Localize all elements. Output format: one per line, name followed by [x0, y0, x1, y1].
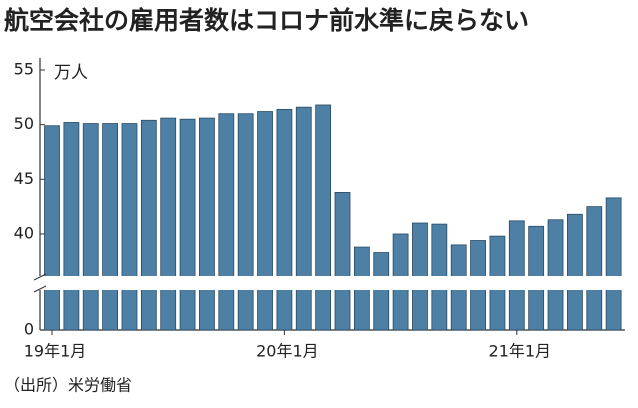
bar: [257, 111, 273, 331]
axis-break-gap: [30, 276, 627, 290]
bar: [179, 118, 196, 331]
y-tick-label: 45: [14, 169, 34, 188]
y-tick-label: 50: [14, 114, 34, 133]
bar: [82, 123, 99, 331]
bar: [237, 113, 254, 331]
bar: [605, 197, 622, 331]
x-tick-label: 21年1月: [489, 342, 552, 361]
source: （出所）米労働省: [4, 376, 132, 395]
bar: [567, 213, 583, 331]
bar: [295, 106, 312, 331]
chart-title: 航空会社の雇用者数はコロナ前水準に戻らない: [4, 6, 529, 35]
x-tick-label: 19年1月: [24, 342, 87, 361]
bar: [586, 206, 603, 331]
bar: [44, 125, 60, 331]
bar: [102, 123, 118, 331]
bar: [218, 113, 235, 331]
bar: [121, 123, 138, 331]
bar: [140, 119, 157, 331]
x-tick-label: 20年1月: [256, 342, 319, 361]
bar: [276, 108, 293, 331]
bar: [199, 117, 215, 331]
unit-label: 万人: [54, 63, 88, 83]
bar: [63, 122, 80, 331]
bar: [315, 104, 332, 331]
bar: [160, 117, 177, 331]
bar: [334, 192, 351, 331]
bar: [547, 219, 564, 331]
bar: [373, 252, 390, 331]
axis-break-mark: [33, 273, 47, 281]
y-tick-label: 40: [14, 223, 34, 242]
bar: [508, 220, 525, 331]
axis-break-mark: [33, 285, 47, 293]
y-tick-label: 0: [24, 320, 34, 339]
y-tick-label: 55: [14, 60, 34, 79]
